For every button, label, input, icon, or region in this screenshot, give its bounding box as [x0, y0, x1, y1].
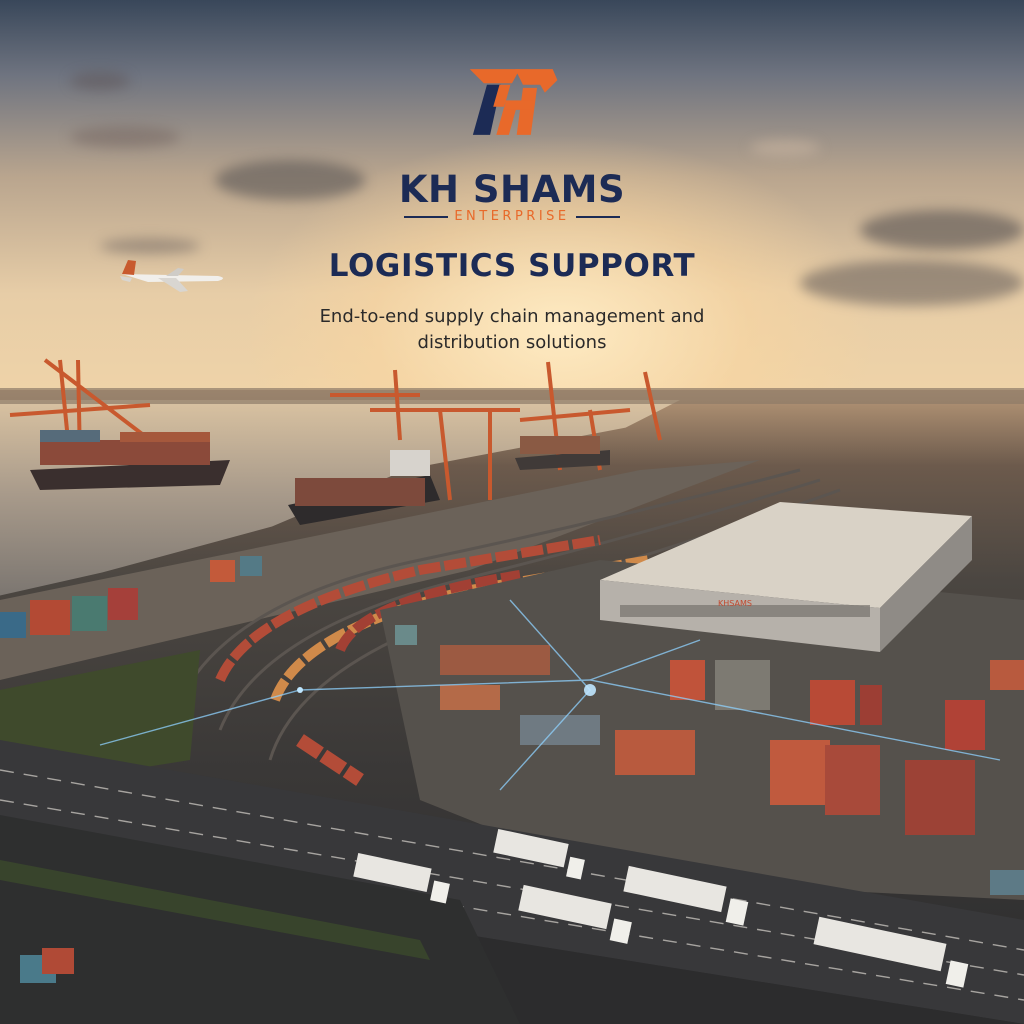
cargo-ship-icon [30, 430, 610, 525]
warehouse-icon [600, 502, 972, 652]
tagline-line-2: distribution solutions [417, 332, 607, 353]
cloud [860, 210, 1024, 250]
warehouse-sign: KHSAMS [718, 599, 752, 608]
brand-divider-right [575, 215, 620, 218]
truck-icon [353, 828, 969, 988]
cloud [750, 140, 820, 156]
brand-header: KH SHAMS ENTERPRISE LOGISTICS SUPPORT En… [0, 66, 1024, 356]
brand-name: KH SHAMS [398, 168, 626, 211]
brand-subtitle-row: ENTERPRISE [404, 209, 620, 224]
tagline-line-1: End-to-end supply chain management and [319, 306, 705, 327]
headline: LOGISTICS SUPPORT [328, 248, 696, 284]
cloud [70, 72, 130, 90]
cloud [215, 160, 365, 200]
shipping-container-icon [395, 625, 1024, 895]
cloud [800, 260, 1024, 306]
cloud [100, 238, 200, 254]
tagline: End-to-end supply chain management and d… [252, 304, 772, 356]
brand-divider-left [404, 215, 449, 218]
brand-subtitle: ENTERPRISE [454, 209, 570, 224]
cloud [70, 126, 180, 148]
shipping-container-icon [0, 556, 262, 638]
kh-monogram-icon [469, 69, 558, 135]
airplane-icon [120, 260, 223, 292]
